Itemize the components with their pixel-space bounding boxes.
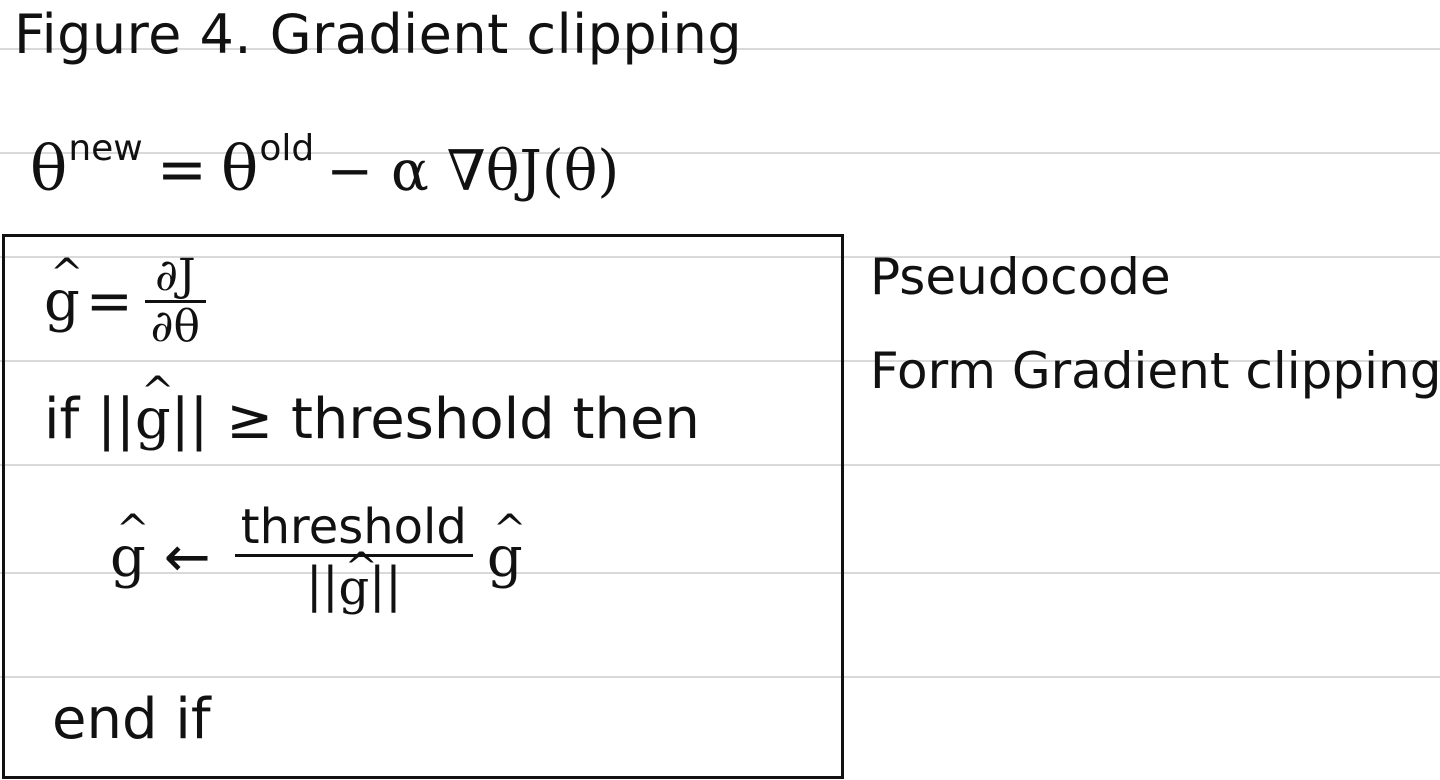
hat-accent: ^ <box>344 545 378 591</box>
norm-open: || <box>97 387 135 452</box>
g-hat-symbol: ^ g <box>338 545 378 616</box>
pseudocode-line-end-if: end if <box>52 687 211 752</box>
fraction-denominator: ∂θ <box>150 301 201 352</box>
norm-close: || <box>170 387 209 452</box>
ruled-line <box>0 48 1440 50</box>
side-note-subheading: Form Gradient clipping <box>870 342 1440 400</box>
figure-title: Figure 4. Gradient clipping <box>14 3 743 66</box>
g-hat-symbol: ^ g <box>486 507 527 590</box>
gradient-step-term: − α ∇θJ(θ) <box>326 139 620 204</box>
g-hat-symbol: ^ g <box>110 507 150 590</box>
pseudocode-line-if: if || ^ g|| ≥ threshold then <box>44 369 700 452</box>
superscript-old: old <box>259 128 315 169</box>
pseudocode-box <box>2 234 844 779</box>
fraction-bar <box>144 300 207 303</box>
pseudocode-line-rescale: ^ g ← threshold || ^ g|| ^ g <box>110 499 527 630</box>
fraction-numerator: ∂J <box>155 250 196 301</box>
fraction-bar <box>234 554 473 557</box>
ruled-line <box>0 676 1440 678</box>
hat-accent: ^ <box>140 369 175 415</box>
hat-accent: ^ <box>116 507 150 553</box>
fraction-denominator: || ^ g|| <box>235 545 473 616</box>
theta-old-symbol: θ <box>221 132 259 205</box>
assign-equals: = <box>85 268 133 334</box>
hat-accent: ^ <box>492 507 527 553</box>
superscript-new: new <box>68 128 143 169</box>
ruled-line <box>0 152 1440 154</box>
if-keyword: if <box>44 387 80 452</box>
scale-fraction: threshold || ^ g|| <box>234 499 473 616</box>
g-hat-symbol: ^ g <box>134 369 175 452</box>
ruled-line <box>0 360 1440 362</box>
side-note-heading: Pseudocode <box>870 248 1171 306</box>
theta-new-symbol: θ <box>30 132 68 205</box>
g-hat-symbol: ^ g <box>44 250 84 334</box>
fraction-numerator: threshold <box>240 499 467 555</box>
condition-text: ≥ threshold then <box>226 387 700 452</box>
hat-accent: ^ <box>50 250 84 297</box>
pseudocode-line-gradient: ^ g = ∂J ∂θ <box>44 250 207 352</box>
partial-derivative-fraction: ∂J ∂θ <box>144 250 207 352</box>
left-arrow-icon: ← <box>163 525 211 590</box>
ruled-line <box>0 464 1440 466</box>
update-rule-equation: θnew = θold − α ∇θJ(θ) <box>30 131 620 214</box>
ruled-line <box>0 256 1440 258</box>
equals-sign: = <box>156 135 208 205</box>
ruled-line <box>0 572 1440 574</box>
